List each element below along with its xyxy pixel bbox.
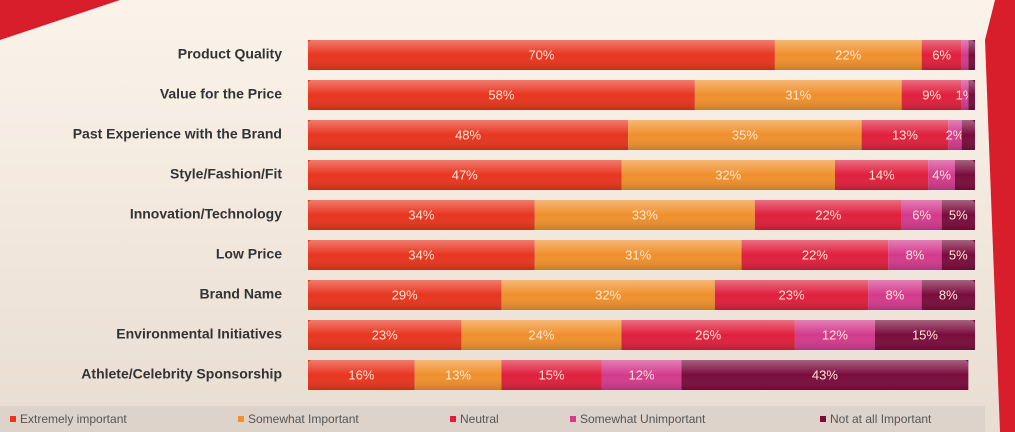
category-label: Style/Fashion/Fit (170, 166, 282, 182)
legend-swatch (570, 416, 576, 422)
category-label: Value for the Price (160, 86, 282, 102)
legend-swatch (450, 416, 456, 422)
bar-shine (308, 80, 975, 110)
category-label: Low Price (216, 246, 282, 262)
legend-label: Extremely important (20, 412, 127, 426)
bar-shine (308, 120, 975, 150)
category-label: Athlete/Celebrity Sponsorship (81, 366, 282, 382)
legend-swatch (10, 416, 16, 422)
legend-swatch (238, 416, 244, 422)
corner-decoration (985, 0, 1015, 432)
legend-label: Somewhat Unimportant (580, 412, 706, 426)
category-label: Brand Name (200, 286, 283, 302)
legend-label: Not at all Important (830, 412, 932, 426)
bar-shine (308, 360, 969, 390)
category-label: Product Quality (178, 46, 282, 62)
category-label: Innovation/Technology (130, 206, 282, 222)
corner-decoration (0, 0, 120, 40)
legend-label: Neutral (460, 412, 499, 426)
bar-shine (308, 320, 975, 350)
legend-swatch (820, 416, 826, 422)
category-label: Environmental Initiatives (116, 326, 282, 342)
bar-shine (308, 280, 975, 310)
bar-shine (308, 160, 975, 190)
legend-label: Somewhat Important (248, 412, 359, 426)
bar-shine (308, 40, 975, 70)
bar-shine (308, 240, 975, 270)
bar-shine (308, 200, 975, 230)
category-label: Past Experience with the Brand (73, 126, 282, 142)
